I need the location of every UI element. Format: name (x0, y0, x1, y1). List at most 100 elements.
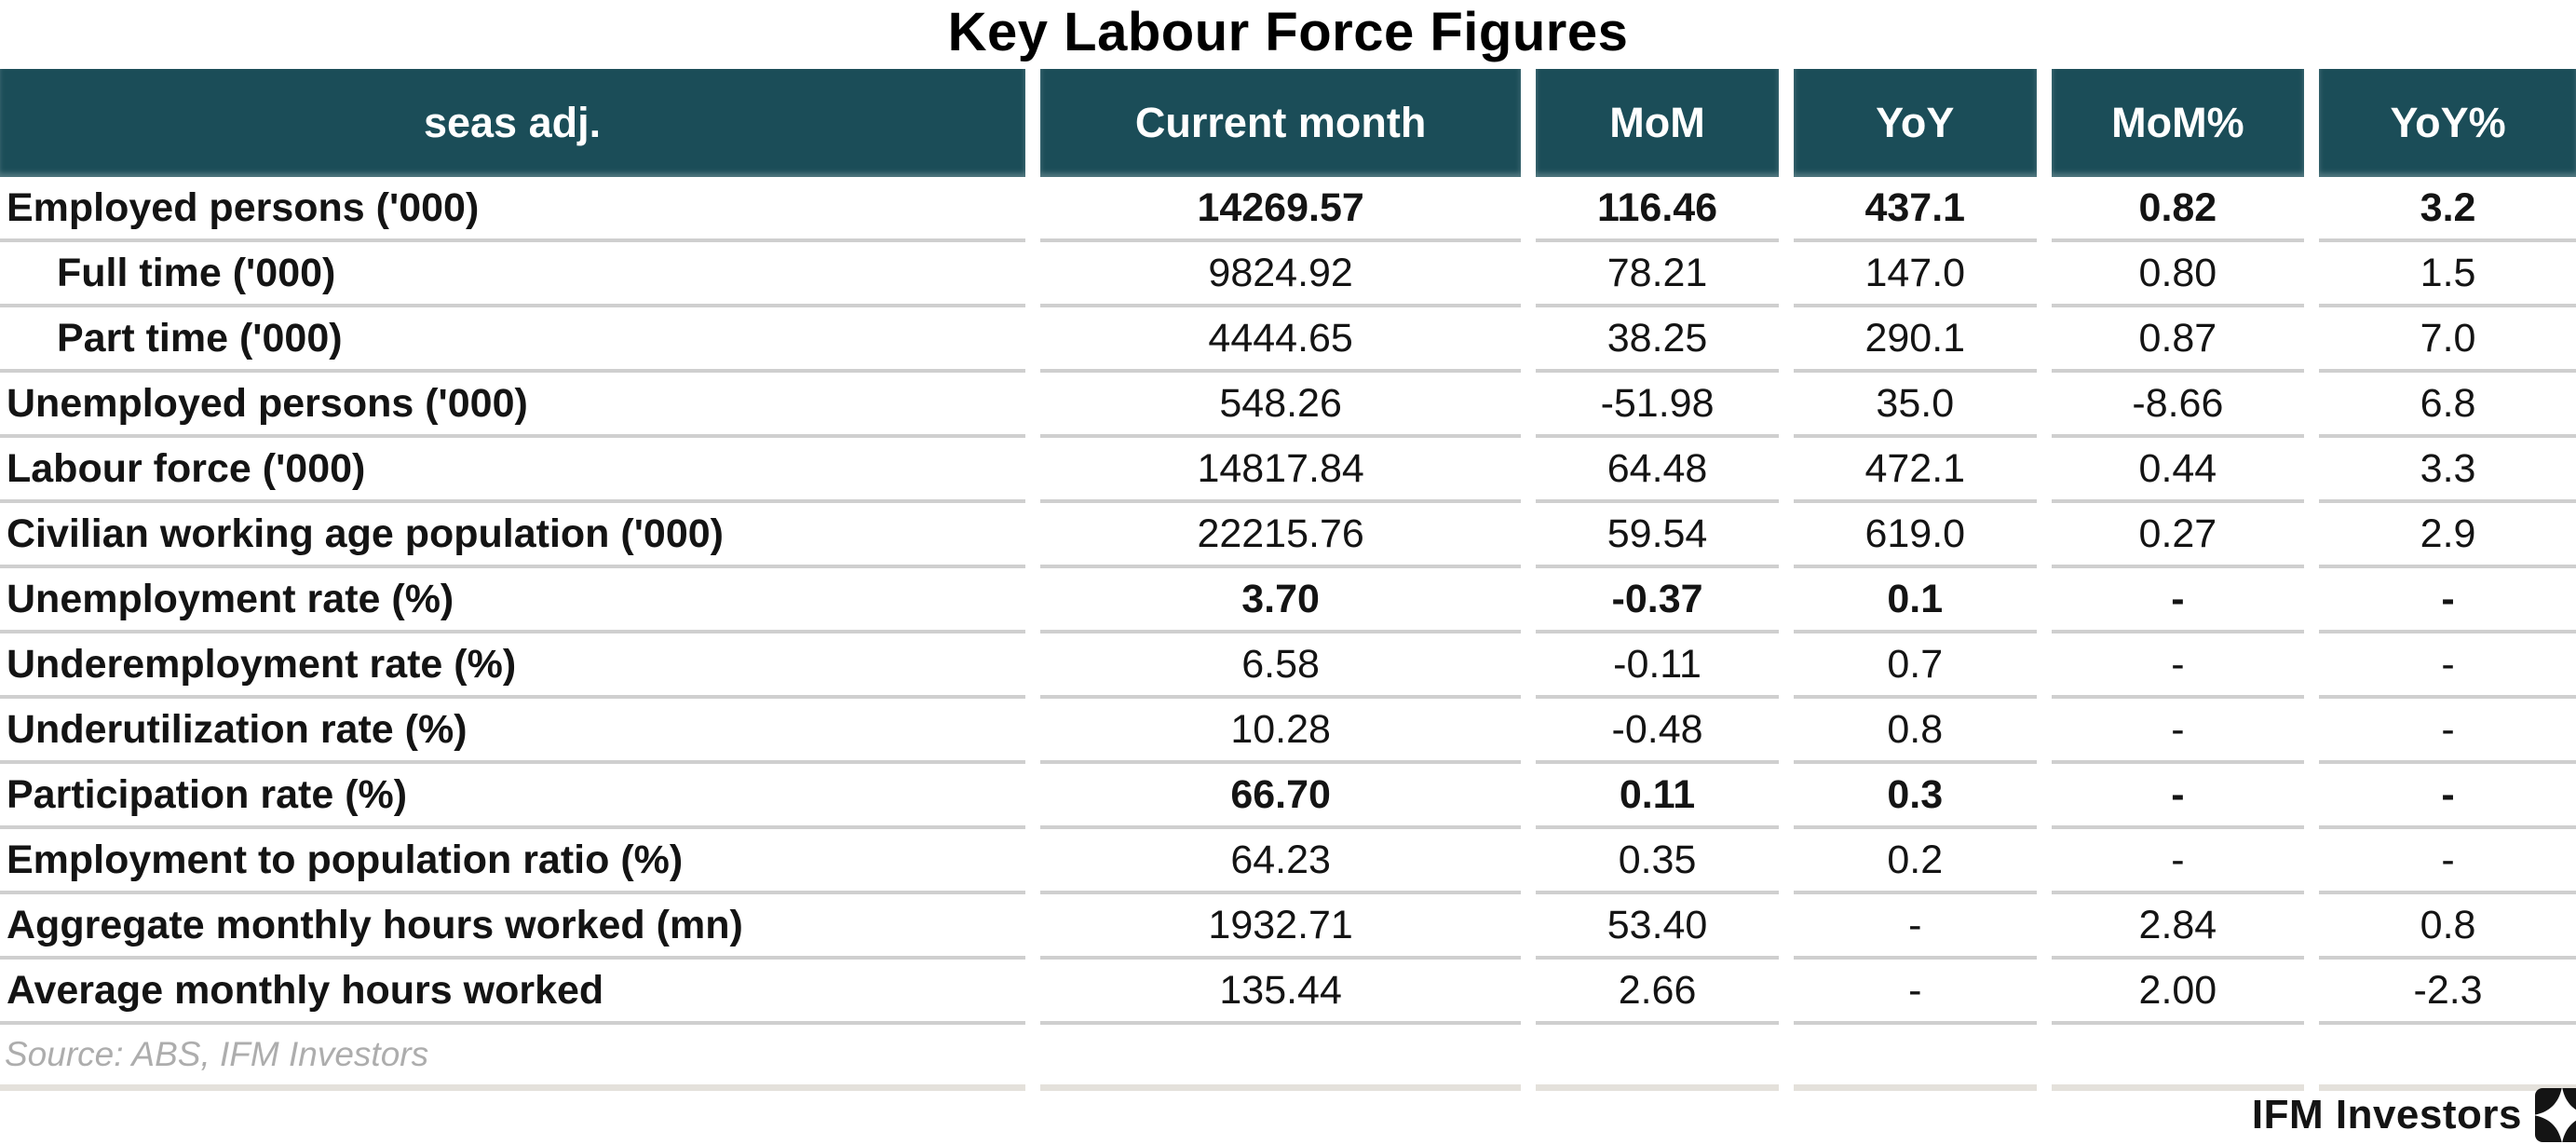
value-cell: 59.54 (1536, 503, 1779, 568)
value-cell: 0.44 (2051, 438, 2305, 503)
value-cell: -0.11 (1536, 633, 1779, 699)
source-row-spacer (1040, 1025, 1522, 1091)
source-row-spacer (1793, 1025, 2037, 1091)
value-cell: 0.8 (1793, 699, 2037, 764)
column-header-seas-adj: seas adj. (0, 69, 1026, 177)
table-row: Labour force ('000) 14817.84 64.48 472.1 0.4… (0, 438, 2576, 503)
value-cell: - (2051, 829, 2305, 894)
value-cell: 1.5 (2319, 242, 2576, 307)
table-row: Civilian working age population ('000) 22… (0, 503, 2576, 568)
value-cell: 0.8 (2319, 894, 2576, 960)
value-cell: -2.3 (2319, 960, 2576, 1025)
value-cell: 0.27 (2051, 503, 2305, 568)
value-cell: - (2051, 633, 2305, 699)
table-row: Employment to population ratio (%) 64.23 0… (0, 829, 2576, 894)
value-cell: 35.0 (1793, 373, 2037, 438)
value-cell: - (2319, 699, 2576, 764)
table-row: Aggregate monthly hours worked (mn) 1932.… (0, 894, 2576, 960)
value-cell: 53.40 (1536, 894, 1779, 960)
value-cell: 0.35 (1536, 829, 1779, 894)
value-cell: 38.25 (1536, 307, 1779, 373)
row-label: Unemployment rate (%) (0, 568, 1026, 633)
value-cell: - (2051, 764, 2305, 829)
row-label: Civilian working age population ('000) (0, 503, 1026, 568)
value-cell: 290.1 (1793, 307, 2037, 373)
row-label: Full time ('000) (0, 242, 1026, 307)
value-cell: 1932.71 (1040, 894, 1522, 960)
row-label: Employed persons ('000) (0, 177, 1026, 242)
value-cell: 2.00 (2051, 960, 2305, 1025)
value-cell: 147.0 (1793, 242, 2037, 307)
value-cell: 78.21 (1536, 242, 1779, 307)
value-cell: - (1793, 894, 2037, 960)
value-cell: 135.44 (1040, 960, 1522, 1025)
source-row-spacer (2319, 1025, 2576, 1091)
row-label: Underutilization rate (%) (0, 699, 1026, 764)
value-cell: -51.98 (1536, 373, 1779, 438)
value-cell: 437.1 (1793, 177, 2037, 242)
page-title: Key Labour Force Figures (947, 2, 1629, 62)
value-cell: 0.82 (2051, 177, 2305, 242)
row-label: Unemployed persons ('000) (0, 373, 1026, 438)
value-cell: 0.2 (1793, 829, 2037, 894)
value-cell: 7.0 (2319, 307, 2576, 373)
value-cell: 6.8 (2319, 373, 2576, 438)
source-row-spacer (2051, 1025, 2305, 1091)
value-cell: 10.28 (1040, 699, 1522, 764)
value-cell: 0.11 (1536, 764, 1779, 829)
value-cell: 2.66 (1536, 960, 1779, 1025)
value-cell: 14269.57 (1040, 177, 1522, 242)
row-label: Participation rate (%) (0, 764, 1026, 829)
value-cell: 9824.92 (1040, 242, 1522, 307)
value-cell: - (2319, 568, 2576, 633)
table-body: Employed persons ('000) 14269.57 116.46 437… (0, 177, 2576, 1025)
value-cell: 2.84 (2051, 894, 2305, 960)
value-cell: 2.9 (2319, 503, 2576, 568)
value-cell: -0.37 (1536, 568, 1779, 633)
value-cell: 6.58 (1040, 633, 1522, 699)
table-row: Underutilization rate (%) 10.28 -0.48 0.8- - (0, 699, 2576, 764)
ifm-pinwheel-logo (2535, 1088, 2576, 1142)
row-label: Aggregate monthly hours worked (mn) (0, 894, 1026, 960)
value-cell: 0.1 (1793, 568, 2037, 633)
footer-brand: IFM Investors (2252, 1088, 2576, 1142)
value-cell: 66.70 (1040, 764, 1522, 829)
row-label: Average monthly hours worked (0, 960, 1026, 1025)
table-row: Unemployed persons ('000) 548.26 -51.98 35.… (0, 373, 2576, 438)
value-cell: 22215.76 (1040, 503, 1522, 568)
table-row: Average monthly hours worked 135.44 2.66-2… (0, 960, 2576, 1025)
value-cell: 472.1 (1793, 438, 2037, 503)
row-label: Part time ('000) (0, 307, 1026, 373)
value-cell: 0.80 (2051, 242, 2305, 307)
value-cell: 0.3 (1793, 764, 2037, 829)
source-note: Source: ABS, IFM Investors (0, 1025, 1026, 1091)
value-cell: - (2319, 764, 2576, 829)
table-row: Participation rate (%) 66.70 0.11 0.3- - (0, 764, 2576, 829)
row-label: Underemployment rate (%) (0, 633, 1026, 699)
value-cell: - (2051, 699, 2305, 764)
column-header-mom-pct: MoM% (2051, 69, 2305, 177)
value-cell: - (2051, 568, 2305, 633)
value-cell: 0.7 (1793, 633, 2037, 699)
column-header-current-month: Current month (1040, 69, 1522, 177)
value-cell: 0.87 (2051, 307, 2305, 373)
value-cell: 4444.65 (1040, 307, 1522, 373)
value-cell: 619.0 (1793, 503, 2037, 568)
table-row: Employed persons ('000) 14269.57 116.46 437… (0, 177, 2576, 242)
value-cell: - (2319, 829, 2576, 894)
row-label: Labour force ('000) (0, 438, 1026, 503)
labour-force-table: seas adj. Current month MoM YoY MoM% YoY… (0, 69, 2576, 1091)
row-label: Employment to population ratio (%) (0, 829, 1026, 894)
table-row: Unemployment rate (%) 3.70 -0.37 0.1- - (0, 568, 2576, 633)
value-cell: -0.48 (1536, 699, 1779, 764)
value-cell: - (1793, 960, 2037, 1025)
source-row: Source: ABS, IFM Investors (0, 1025, 2576, 1091)
value-cell: 64.23 (1040, 829, 1522, 894)
table-row: Part time ('000) 4444.65 38.25 290.1 0.87 7.0 (0, 307, 2576, 373)
value-cell: 548.26 (1040, 373, 1522, 438)
column-header-mom: MoM (1536, 69, 1779, 177)
value-cell: - (2319, 633, 2576, 699)
value-cell: 3.2 (2319, 177, 2576, 242)
column-header-yoy: YoY (1793, 69, 2037, 177)
